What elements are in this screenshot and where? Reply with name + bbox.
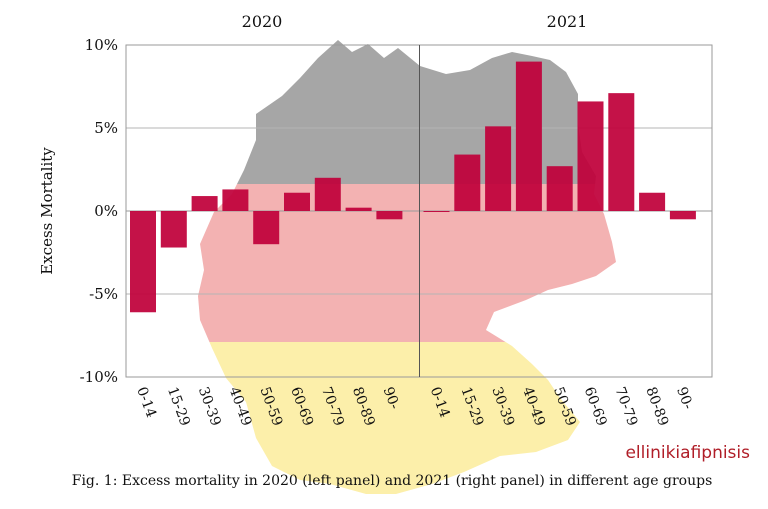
bar-2020-80-89 [345, 207, 372, 211]
bar-2021-80-89 [639, 192, 666, 211]
bar-2021-90- [669, 211, 696, 220]
x-tick-label-2021-70-79: 70-79 [612, 385, 641, 428]
y-tick-label-4: -10% [80, 368, 118, 386]
bar-2020-30-39 [191, 196, 218, 211]
bar-2020-50-59 [253, 211, 280, 245]
bar-2021-0-14 [423, 211, 450, 212]
bar-2020-15-29 [160, 211, 187, 248]
bar-2021-50-59 [546, 166, 573, 211]
bar-2021-15-29 [454, 154, 481, 211]
bar-2020-40-49 [222, 189, 249, 211]
bar-2020-60-69 [284, 192, 310, 211]
figure-caption: Fig. 1: Excess mortality in 2020 (left p… [72, 473, 713, 489]
bar-2020-90- [376, 211, 403, 220]
watermark-text: ellinikiafipnisis [625, 443, 750, 463]
x-tick-label-2020-90-: 90- [380, 385, 403, 412]
bar-2021-30-39 [485, 126, 512, 211]
bar-2020-0-14 [130, 211, 156, 313]
y-tick-labels: 10% 5% 0% -5% -10% [80, 36, 118, 386]
y-tick-label-0: 10% [85, 36, 118, 54]
x-tick-label-2021-90-: 90- [673, 385, 696, 412]
y-tick-label-1: 5% [94, 119, 118, 137]
x-tick-label-2021-80-89: 80-89 [642, 385, 671, 428]
x-tick-label-2020-30-39: 30-39 [195, 385, 224, 428]
panel-title-2021: 2021 [547, 12, 588, 31]
x-tick-label-2020-15-29: 15-29 [164, 385, 193, 428]
y-axis-label: Excess Mortality [38, 147, 56, 275]
panel-title-2020: 2020 [242, 12, 283, 31]
bar-2021-70-79 [608, 93, 635, 211]
bar-2021-40-49 [515, 61, 542, 211]
x-tick-label-2020-0-14: 0-14 [133, 385, 159, 420]
x-tick-label-2021-60-69: 60-69 [581, 385, 610, 428]
bar-2020-70-79 [314, 177, 341, 211]
bars [130, 61, 696, 313]
germany-flag-map [198, 40, 616, 494]
y-tick-label-3: -5% [89, 285, 118, 303]
y-tick-label-2: 0% [94, 202, 118, 220]
bar-2021-60-69 [577, 101, 604, 211]
